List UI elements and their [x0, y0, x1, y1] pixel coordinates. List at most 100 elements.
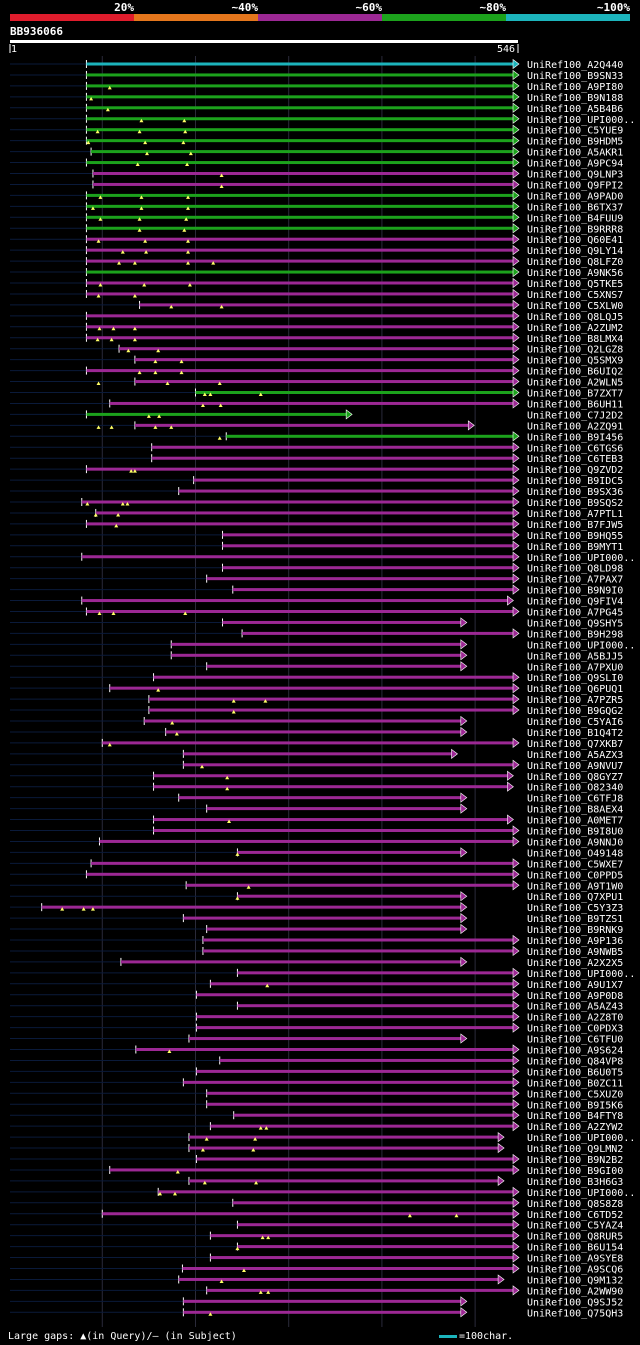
gap-marker [85, 502, 90, 506]
hit-arrow [512, 387, 520, 398]
hit-label: UniRef100_B1Q4T2 [527, 728, 623, 739]
gap-marker [204, 1137, 209, 1141]
hit-label: UniRef100_A9NVU7 [527, 761, 623, 772]
hit-bar [237, 1245, 514, 1249]
gap-marker [111, 611, 116, 615]
hit-arrow [512, 365, 520, 376]
hit-bar [86, 412, 348, 416]
hit-label: UniRef100_Q84VP8 [527, 1056, 623, 1067]
gap-marker [174, 731, 179, 736]
hit-arrow [460, 792, 468, 803]
hit-bar [86, 237, 514, 241]
hit-arrow [512, 256, 520, 267]
hit-label: UniRef100_A9SCQ6 [527, 1265, 623, 1276]
hit-bar [86, 62, 514, 66]
hit-label: UniRef100_B9I5K6 [527, 1100, 623, 1111]
hit-bar [86, 106, 514, 110]
hit-arrow [497, 1175, 505, 1187]
gap-marker [96, 239, 101, 243]
gap-marker [211, 261, 216, 265]
hit-arrow [512, 485, 520, 497]
hit-label: UniRef100_C6TFJ8 [527, 794, 623, 805]
gap-marker [218, 403, 223, 407]
gap-marker [96, 381, 101, 386]
gap-marker [186, 206, 191, 210]
hit-bar [86, 369, 514, 373]
hit-bar [196, 993, 515, 997]
hit-bar [183, 1299, 462, 1303]
hit-label: UniRef100_B6UH11 [527, 399, 623, 410]
hit-bar [86, 281, 514, 285]
gap-marker [186, 250, 191, 254]
hit-label: UniRef100_B8LMX4 [527, 334, 623, 345]
hit-bar [188, 1037, 462, 1041]
hit-arrow [512, 1219, 520, 1230]
hit-arrow [512, 1197, 520, 1208]
hit-arrow [460, 715, 468, 727]
hit-bar [86, 226, 514, 230]
hit-bar [233, 1113, 514, 1117]
hit-arrow [512, 1110, 520, 1121]
hit-bar [86, 336, 514, 340]
hit-label: UniRef100_UPI000.. [527, 1133, 635, 1144]
hit-bar [206, 1102, 514, 1106]
hit-arrow [512, 858, 520, 869]
gap-marker [241, 1268, 246, 1272]
gap-marker [172, 1191, 177, 1196]
hit-bar [153, 785, 509, 789]
hit-label: UniRef100_B9I456 [527, 432, 623, 443]
gap-marker [179, 359, 184, 364]
hit-bar [202, 949, 515, 953]
gap-marker [251, 1148, 256, 1152]
hit-label: UniRef100_A9NWB5 [527, 947, 623, 958]
hit-label: UniRef100_B8AEX4 [527, 805, 623, 816]
hit-bar [41, 905, 462, 909]
hit-arrow [512, 584, 520, 595]
hit-label: UniRef100_B9RNK9 [527, 925, 623, 936]
hit-label: UniRef100_Q8LQJ5 [527, 312, 623, 323]
hit-arrow [512, 321, 520, 332]
hit-bar [242, 631, 515, 635]
gap-marker [217, 436, 222, 440]
hit-arrow [512, 354, 520, 365]
hit-bar [237, 971, 514, 975]
hit-arrow [512, 529, 520, 540]
hit-bar [91, 861, 515, 865]
hit-rows: UniRef100_A2Q440UniRef100_B9SN33UniRef10… [10, 58, 635, 1319]
hit-bar [81, 555, 515, 559]
hit-label: UniRef100_A9S624 [527, 1046, 623, 1057]
gap-marker [158, 1191, 163, 1196]
hit-bar [183, 752, 453, 756]
gap-marker [266, 1290, 271, 1294]
gap-marker [183, 129, 188, 134]
hit-label: UniRef100_C0PDX3 [527, 1024, 623, 1035]
hit-bar [148, 697, 514, 701]
hit-arrow [512, 1022, 520, 1033]
hit-arrow [460, 956, 468, 968]
gap-marker [109, 337, 114, 342]
hit-label: UniRef100_A7PXU0 [527, 662, 623, 673]
hit-label: UniRef100_A7PG45 [527, 608, 623, 619]
gap-marker [107, 742, 112, 747]
gap-marker [200, 1148, 205, 1152]
hit-bar [86, 610, 514, 613]
hit-label: UniRef100_B9N9I0 [527, 586, 623, 597]
hit-arrow [512, 945, 520, 957]
gap-marker [157, 414, 162, 418]
gap-marker [132, 326, 137, 331]
hit-label: UniRef100_A9P0D8 [527, 991, 623, 1002]
hit-bar [210, 982, 514, 986]
gap-marker [135, 162, 140, 167]
hit-bar [81, 599, 509, 603]
hit-arrow [512, 1241, 520, 1252]
hit-label: UniRef100_UPI000.. [527, 969, 635, 980]
hit-bar [206, 1091, 514, 1095]
hit-arrow [512, 1055, 520, 1066]
hit-label: UniRef100_Q5SMX9 [527, 356, 623, 367]
hit-arrow [512, 475, 520, 486]
hit-bar [222, 566, 514, 570]
gap-marker [183, 611, 188, 615]
hit-bar [165, 730, 462, 734]
hit-arrow [512, 518, 520, 530]
hit-bar [178, 489, 515, 493]
